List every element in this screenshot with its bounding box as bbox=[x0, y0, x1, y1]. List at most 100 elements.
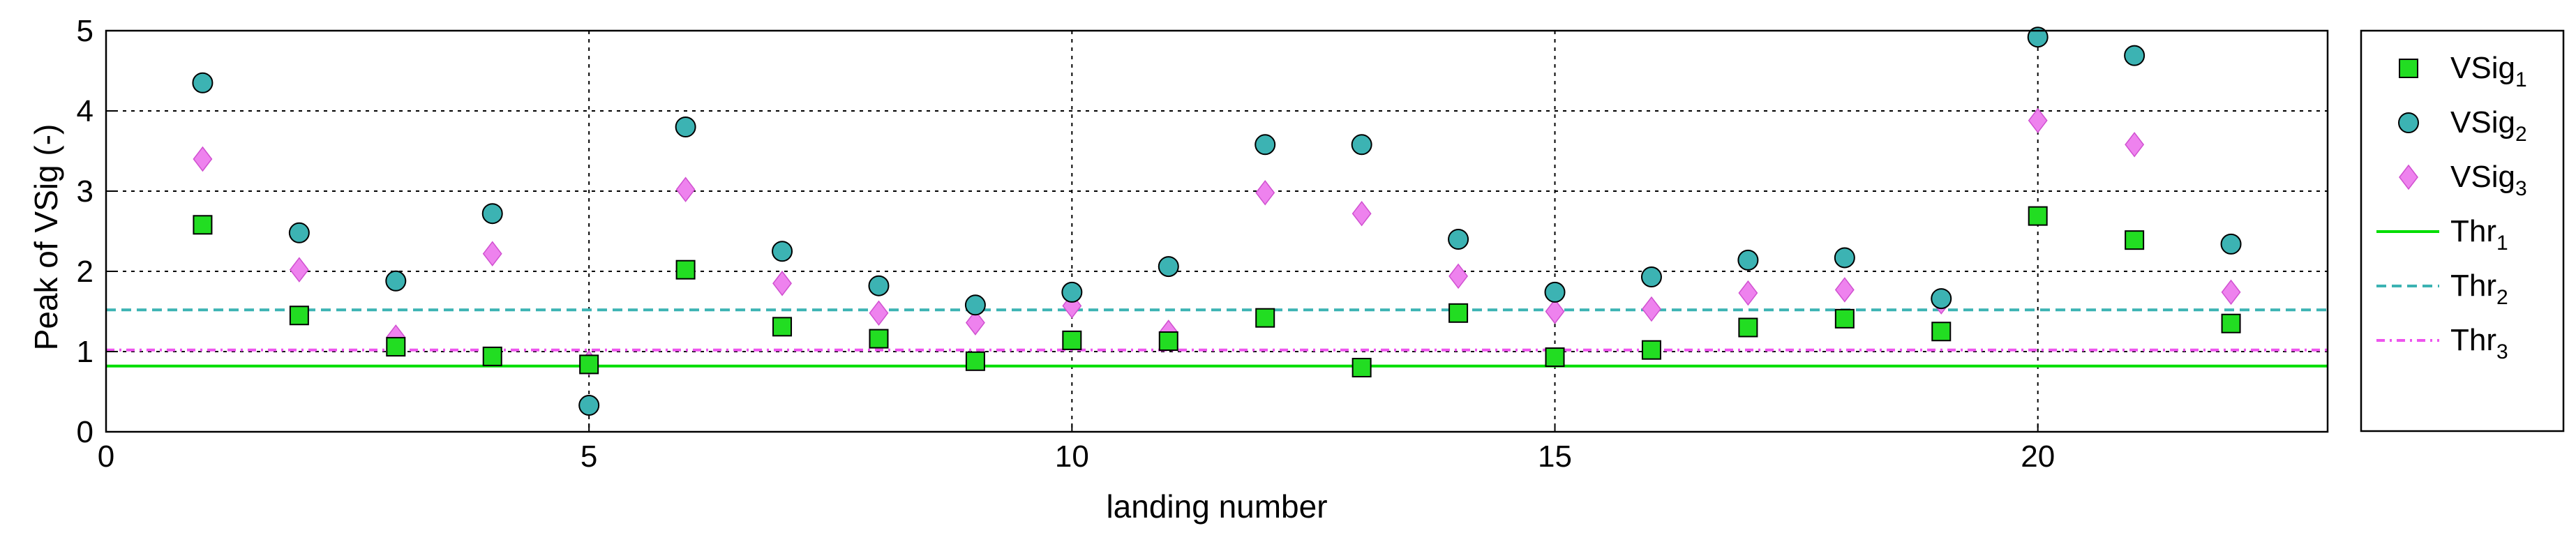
y-tick-label: 1 bbox=[77, 335, 93, 369]
data-point-series-3 bbox=[2028, 107, 2048, 134]
legend-label-subscript: 1 bbox=[2515, 68, 2527, 91]
legend-marker-2 bbox=[2398, 112, 2419, 133]
data-point-series-1 bbox=[1351, 358, 1372, 377]
legend-label: Thr2 bbox=[2450, 269, 2508, 309]
legend-label-name: VSig bbox=[2450, 160, 2515, 194]
data-point-series-1 bbox=[289, 306, 309, 326]
x-axis-label: landing number bbox=[1106, 488, 1327, 525]
data-point-series-1 bbox=[386, 337, 406, 357]
y-tick-label: 5 bbox=[77, 14, 93, 48]
data-point-series-3 bbox=[2125, 132, 2145, 158]
data-point-series-3 bbox=[1738, 280, 1758, 306]
legend-label: VSig1 bbox=[2450, 51, 2527, 91]
data-point-series-3 bbox=[675, 176, 696, 202]
data-point-series-3 bbox=[289, 257, 309, 283]
data-point-series-1 bbox=[675, 259, 696, 280]
legend-label-name: Thr bbox=[2450, 214, 2496, 248]
data-point-series-2 bbox=[2124, 45, 2146, 66]
data-point-series-1 bbox=[1158, 331, 1178, 352]
data-point-series-3 bbox=[772, 271, 792, 296]
y-tick-label: 3 bbox=[77, 174, 93, 209]
x-tick-label: 5 bbox=[581, 439, 597, 474]
data-point-series-1 bbox=[482, 346, 502, 366]
data-point-series-1 bbox=[1062, 330, 1082, 350]
data-point-series-1 bbox=[1255, 308, 1275, 328]
legend-label-subscript: 3 bbox=[2515, 177, 2527, 200]
legend-label-name: VSig bbox=[2450, 51, 2515, 85]
data-point-series-2 bbox=[868, 275, 890, 296]
data-point-series-2 bbox=[1640, 266, 1662, 288]
legend-marker-1 bbox=[2399, 59, 2418, 78]
legend-label: Thr3 bbox=[2450, 323, 2508, 363]
data-point-series-1 bbox=[1641, 340, 1661, 360]
data-point-series-2 bbox=[1448, 229, 1469, 250]
legend-label: VSig2 bbox=[2450, 105, 2527, 146]
data-point-series-2 bbox=[964, 294, 986, 316]
data-point-series-3 bbox=[869, 300, 889, 326]
legend-entry: VSig2 bbox=[2398, 105, 2527, 146]
data-point-series-1 bbox=[193, 215, 213, 235]
data-point-series-2 bbox=[1834, 247, 1855, 269]
data-point-series-1 bbox=[2125, 230, 2145, 250]
x-tick-label: 10 bbox=[1055, 439, 1089, 474]
data-point-series-3 bbox=[1545, 299, 1565, 324]
axes-box bbox=[105, 29, 2329, 433]
legend-label: VSig3 bbox=[2450, 160, 2527, 200]
legend-entry: VSig3 bbox=[2399, 160, 2527, 200]
legend-entry: Thr3 bbox=[2376, 323, 2508, 363]
data-point-series-3 bbox=[1834, 277, 1855, 303]
data-point-series-2 bbox=[1737, 249, 1759, 271]
data-point-series-1 bbox=[1738, 317, 1758, 338]
data-point-series-1 bbox=[1834, 308, 1855, 329]
data-point-series-1 bbox=[869, 329, 889, 349]
data-point-series-3 bbox=[482, 241, 502, 266]
data-point-series-2 bbox=[1255, 134, 1276, 156]
legend-label-subscript: 2 bbox=[2496, 286, 2508, 309]
data-markers bbox=[192, 27, 2242, 416]
data-point-series-2 bbox=[481, 203, 503, 225]
data-point-series-2 bbox=[772, 241, 793, 262]
data-point-series-3 bbox=[965, 310, 985, 336]
data-point-series-2 bbox=[578, 395, 600, 416]
y-tick-label: 4 bbox=[77, 94, 93, 128]
legend-entry: Thr2 bbox=[2376, 269, 2508, 309]
data-point-series-2 bbox=[1061, 281, 1083, 303]
legend-entry: VSig1 bbox=[2399, 51, 2527, 91]
legend-label-subscript: 3 bbox=[2496, 340, 2508, 363]
data-point-series-2 bbox=[675, 116, 696, 137]
data-point-series-1 bbox=[965, 351, 985, 371]
y-axis-label: Peak of VSig (-) bbox=[28, 124, 64, 351]
data-point-series-3 bbox=[1642, 296, 1661, 322]
data-point-series-1 bbox=[579, 354, 599, 375]
y-tick-label: 0 bbox=[77, 415, 93, 449]
data-point-series-3 bbox=[1255, 180, 1275, 206]
legend-label-name: VSig bbox=[2450, 105, 2515, 140]
data-point-series-1 bbox=[1545, 347, 1565, 368]
legend-label-subscript: 2 bbox=[2515, 123, 2527, 146]
threshold-lines bbox=[106, 308, 2328, 368]
data-point-series-1 bbox=[2028, 206, 2048, 226]
grid-lines bbox=[106, 31, 2328, 432]
data-point-series-1 bbox=[2221, 313, 2241, 333]
plot-area bbox=[106, 31, 2328, 432]
plot-background bbox=[106, 31, 2328, 432]
legend-label-subscript: 1 bbox=[2496, 232, 2508, 255]
data-point-series-1 bbox=[1931, 322, 1952, 342]
axes: 0 5 10 15 20 0 1 2 3 4 5 bbox=[77, 14, 2329, 474]
data-point-series-1 bbox=[772, 317, 793, 337]
data-point-series-3 bbox=[193, 146, 213, 172]
data-point-series-2 bbox=[2027, 27, 2049, 48]
y-tick-label: 2 bbox=[77, 255, 93, 289]
data-point-series-3 bbox=[2221, 279, 2241, 306]
data-point-series-2 bbox=[192, 72, 214, 93]
legend-label: Thr1 bbox=[2450, 214, 2508, 255]
legend-entry: Thr1 bbox=[2376, 214, 2508, 255]
data-point-series-2 bbox=[1351, 134, 1372, 156]
data-point-series-2 bbox=[288, 222, 310, 243]
legend-label-name: Thr bbox=[2450, 269, 2496, 303]
x-tick-label: 0 bbox=[98, 439, 114, 474]
data-point-series-2 bbox=[1931, 288, 1952, 310]
data-point-series-1 bbox=[1448, 303, 1469, 323]
